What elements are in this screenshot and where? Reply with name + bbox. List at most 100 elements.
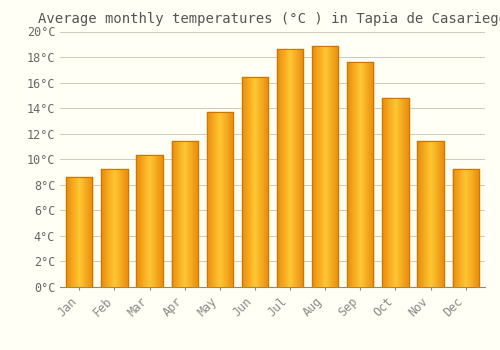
Bar: [399, 98, 400, 287]
Bar: [406, 98, 407, 287]
Bar: [277, 49, 278, 287]
Bar: [136, 155, 138, 287]
Bar: [384, 98, 385, 287]
Bar: [248, 77, 249, 287]
Bar: [368, 62, 369, 287]
Bar: [154, 155, 155, 287]
Bar: [392, 98, 393, 287]
Bar: [299, 49, 300, 287]
Bar: [457, 169, 458, 287]
Bar: [225, 112, 226, 287]
Bar: [118, 169, 119, 287]
Bar: [352, 62, 354, 287]
Bar: [253, 77, 254, 287]
Bar: [244, 77, 246, 287]
Bar: [216, 112, 217, 287]
Bar: [366, 62, 368, 287]
Bar: [256, 77, 258, 287]
Bar: [320, 46, 321, 287]
Bar: [322, 46, 324, 287]
Bar: [103, 169, 104, 287]
Bar: [420, 141, 421, 287]
Bar: [443, 141, 444, 287]
Bar: [148, 155, 150, 287]
Bar: [434, 141, 435, 287]
Bar: [81, 177, 82, 287]
Bar: [144, 155, 145, 287]
Bar: [217, 112, 218, 287]
Bar: [429, 141, 430, 287]
Bar: [357, 62, 358, 287]
Bar: [358, 62, 360, 287]
Bar: [250, 77, 252, 287]
Bar: [124, 169, 125, 287]
Bar: [404, 98, 405, 287]
Bar: [391, 98, 392, 287]
Bar: [318, 46, 319, 287]
Bar: [220, 112, 222, 287]
Bar: [142, 155, 144, 287]
Bar: [182, 141, 183, 287]
Bar: [112, 169, 114, 287]
Bar: [156, 155, 158, 287]
Bar: [442, 141, 443, 287]
Bar: [435, 141, 436, 287]
Bar: [76, 177, 78, 287]
Bar: [294, 49, 296, 287]
Bar: [470, 169, 471, 287]
Bar: [466, 169, 468, 287]
Bar: [432, 141, 433, 287]
Bar: [262, 77, 263, 287]
Bar: [314, 46, 316, 287]
Bar: [106, 169, 108, 287]
Bar: [278, 49, 280, 287]
Bar: [83, 177, 84, 287]
Bar: [280, 49, 281, 287]
Bar: [424, 141, 426, 287]
Bar: [438, 141, 440, 287]
Bar: [120, 169, 122, 287]
Bar: [385, 98, 386, 287]
Bar: [228, 112, 230, 287]
Bar: [186, 141, 188, 287]
Bar: [284, 49, 285, 287]
Bar: [88, 177, 89, 287]
Bar: [463, 169, 464, 287]
Bar: [224, 112, 225, 287]
Bar: [312, 46, 313, 287]
Bar: [440, 141, 441, 287]
Bar: [290, 49, 291, 287]
Bar: [264, 77, 266, 287]
Bar: [472, 169, 474, 287]
Bar: [258, 77, 260, 287]
Bar: [364, 62, 366, 287]
Bar: [407, 98, 408, 287]
Bar: [334, 46, 335, 287]
Bar: [316, 46, 318, 287]
Bar: [194, 141, 195, 287]
Bar: [348, 62, 349, 287]
Bar: [181, 141, 182, 287]
Bar: [208, 112, 210, 287]
Bar: [192, 141, 194, 287]
Bar: [363, 62, 364, 287]
Bar: [82, 177, 83, 287]
Bar: [386, 98, 388, 287]
Bar: [462, 169, 463, 287]
Bar: [454, 169, 455, 287]
Bar: [227, 112, 228, 287]
Bar: [117, 169, 118, 287]
Bar: [195, 141, 196, 287]
Bar: [418, 141, 419, 287]
Bar: [176, 141, 177, 287]
Bar: [80, 177, 81, 287]
Bar: [177, 141, 178, 287]
Bar: [70, 177, 72, 287]
Bar: [335, 46, 336, 287]
Bar: [174, 141, 175, 287]
Bar: [297, 49, 298, 287]
Bar: [393, 98, 394, 287]
Bar: [255, 77, 256, 287]
Bar: [125, 169, 126, 287]
Bar: [206, 112, 208, 287]
